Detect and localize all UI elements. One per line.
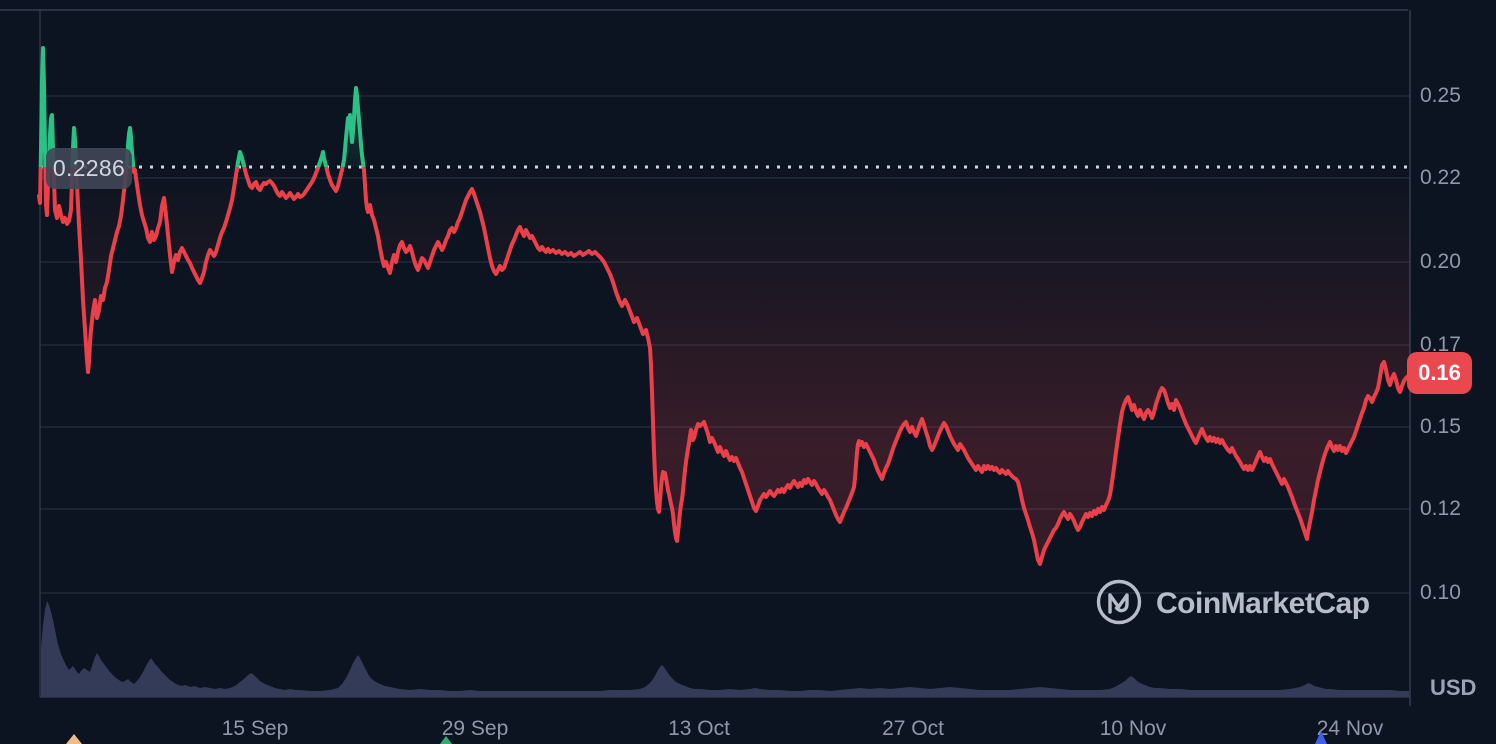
- coinmarketcap-watermark: CoinMarketCap: [1096, 579, 1370, 625]
- price-line-red: [37, 167, 1412, 566]
- area-fill-below-reference: [39, 167, 1410, 564]
- event-marker-orange[interactable]: [66, 734, 82, 744]
- coinmarketcap-logo-m-glyph: [1108, 593, 1129, 614]
- watermark-text: CoinMarketCap: [1156, 587, 1370, 620]
- price-line: [37, 46, 1412, 566]
- event-marker-green[interactable]: [440, 736, 452, 744]
- volume-area: [41, 601, 1409, 697]
- price-area-fills: [39, 48, 1410, 564]
- coinmarketcap-logo-icon: [1096, 579, 1142, 625]
- volume-bars: [41, 601, 1409, 697]
- event-marker-blue[interactable]: [1315, 731, 1327, 744]
